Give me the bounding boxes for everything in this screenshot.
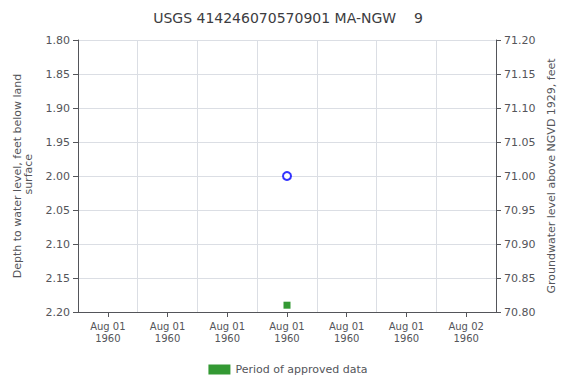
svg-text:1.95: 1.95	[46, 136, 71, 149]
svg-text:2.00: 2.00	[46, 170, 71, 183]
svg-text:70.95: 70.95	[504, 204, 536, 217]
svg-text:71.10: 71.10	[504, 102, 536, 115]
svg-text:Aug 01: Aug 01	[90, 321, 125, 332]
svg-text:Aug 01: Aug 01	[329, 321, 364, 332]
svg-text:Aug 01: Aug 01	[150, 321, 185, 332]
svg-text:71.15: 71.15	[504, 68, 536, 81]
svg-text:1.80: 1.80	[46, 34, 71, 47]
svg-text:Aug 01: Aug 01	[269, 321, 304, 332]
svg-text:1960: 1960	[215, 333, 240, 344]
svg-text:70.80: 70.80	[504, 306, 536, 319]
svg-text:Aug 02: Aug 02	[448, 321, 483, 332]
svg-text:Period of approved data: Period of approved data	[235, 363, 367, 376]
svg-text:1960: 1960	[274, 333, 299, 344]
svg-text:1960: 1960	[334, 333, 359, 344]
svg-text:1960: 1960	[95, 333, 120, 344]
svg-text:Groundwater level above NGVD 1: Groundwater level above NGVD 1929, feet	[545, 58, 558, 294]
svg-text:1960: 1960	[453, 333, 478, 344]
svg-text:Aug 01: Aug 01	[389, 321, 424, 332]
svg-text:70.90: 70.90	[504, 238, 536, 251]
svg-text:2.05: 2.05	[46, 204, 71, 217]
svg-text:1960: 1960	[394, 333, 419, 344]
svg-text:surface: surface	[22, 154, 35, 198]
svg-text:71.00: 71.00	[504, 170, 536, 183]
svg-text:1960: 1960	[155, 333, 180, 344]
svg-text:2.10: 2.10	[46, 238, 71, 251]
svg-text:1.90: 1.90	[46, 102, 71, 115]
svg-text:2.15: 2.15	[46, 272, 71, 285]
svg-text:71.20: 71.20	[504, 34, 536, 47]
svg-text:70.85: 70.85	[504, 272, 536, 285]
svg-text:71.05: 71.05	[504, 136, 536, 149]
svg-text:Aug 01: Aug 01	[210, 321, 245, 332]
svg-text:USGS 414246070570901 MA-NGW: USGS 414246070570901 MA-NGW 9	[153, 10, 423, 26]
svg-text:2.20: 2.20	[46, 306, 71, 319]
svg-text:Depth to water level, feet bel: Depth to water level, feet below land	[11, 73, 24, 279]
svg-text:1.85: 1.85	[46, 68, 71, 81]
